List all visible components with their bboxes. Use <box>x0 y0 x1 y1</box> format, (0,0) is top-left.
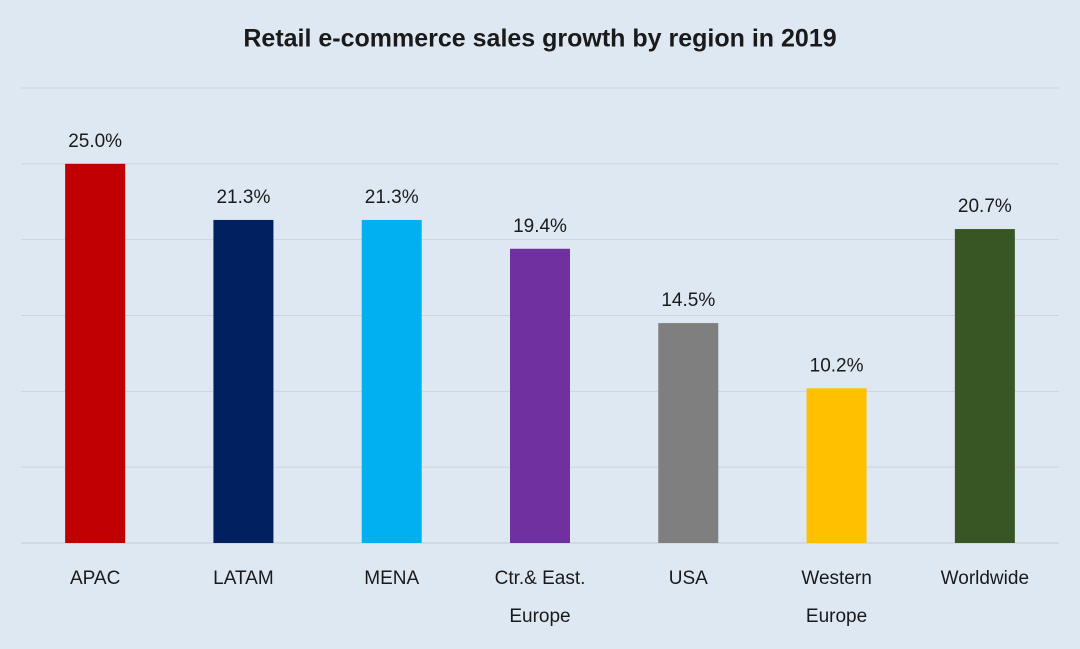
value-label: 25.0% <box>68 131 122 152</box>
x-tick-label: MENA <box>364 568 420 589</box>
chart-title: Retail e-commerce sales growth by region… <box>243 25 836 53</box>
x-tick-label: Ctr.& East. Europe <box>494 568 586 627</box>
bar <box>954 229 1015 544</box>
bar <box>361 219 422 543</box>
x-tick-label: Worldwide <box>940 568 1030 589</box>
value-label: 10.2% <box>810 355 864 376</box>
x-tick-label: LATAM <box>213 568 274 589</box>
value-label: 21.3% <box>216 187 270 208</box>
x-tick-label: APAC <box>69 568 121 589</box>
x-tick-label: USA <box>668 568 708 589</box>
bar <box>213 219 274 543</box>
x-tick-label: Western Europe <box>801 568 872 627</box>
bar <box>65 163 126 544</box>
bar <box>806 388 867 543</box>
bar <box>658 323 719 543</box>
value-label: 21.3% <box>365 187 419 208</box>
value-label: 19.4% <box>513 216 567 237</box>
bar <box>510 248 570 543</box>
value-label: 20.7% <box>958 196 1012 217</box>
value-label: 14.5% <box>661 290 715 311</box>
